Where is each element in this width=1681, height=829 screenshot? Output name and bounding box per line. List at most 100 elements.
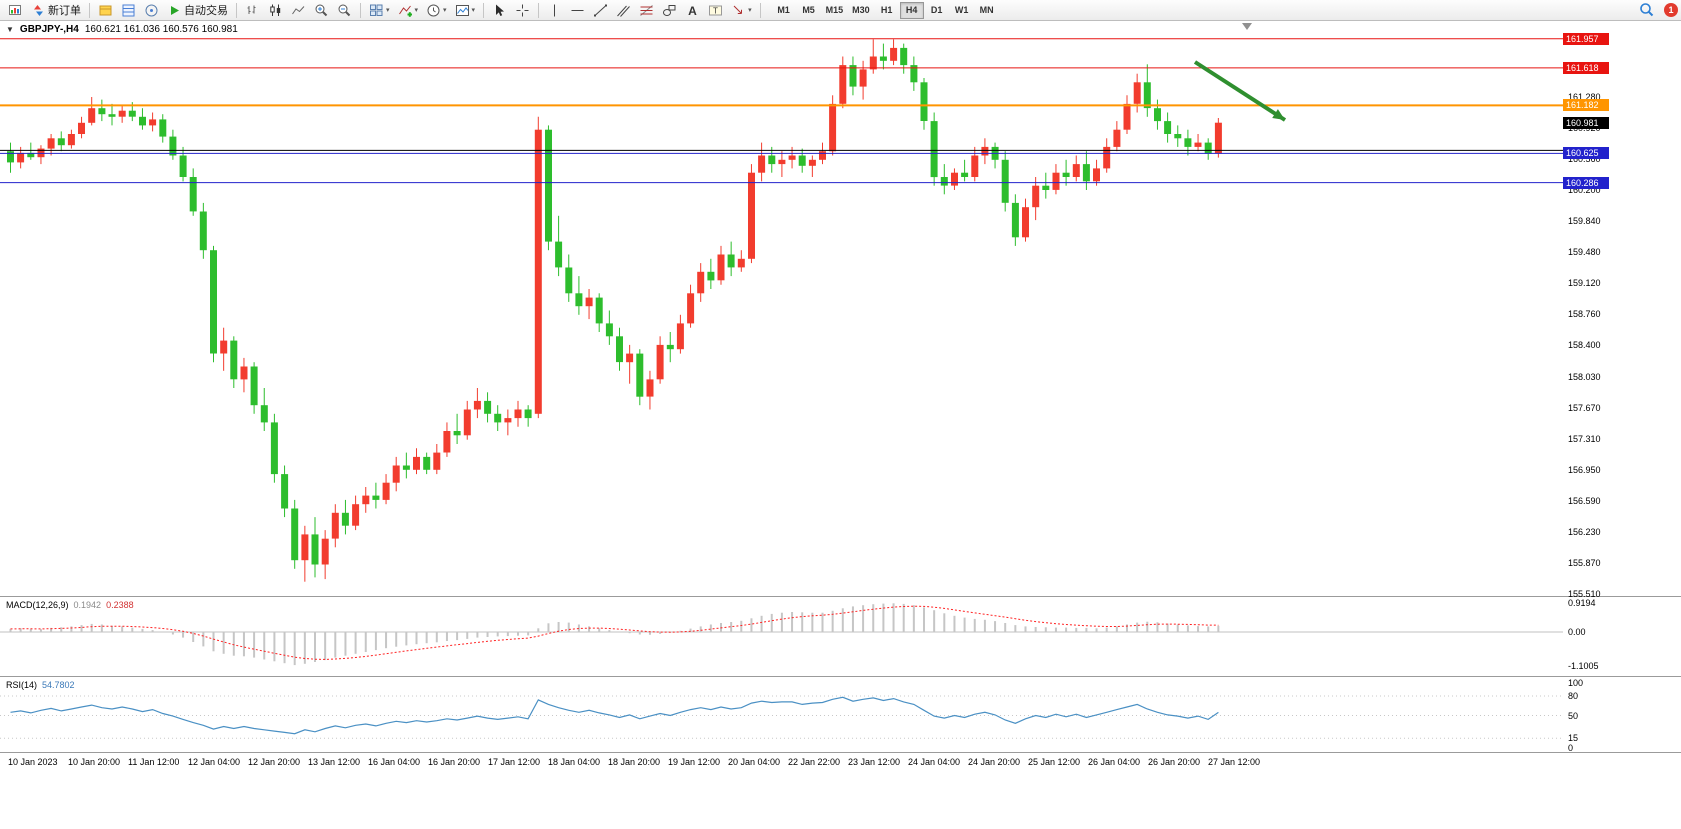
time-axis-label: 24 Jan 20:00	[968, 757, 1021, 767]
shapes-tool-button[interactable]	[659, 1, 680, 19]
candle-body	[1082, 164, 1090, 182]
candle-body	[1072, 164, 1080, 177]
timeframe-button-m30[interactable]: M30	[848, 2, 874, 19]
trend-arrow-annotation[interactable]	[1193, 60, 1287, 122]
candle-body	[281, 474, 289, 509]
timeframe-button-mn[interactable]: MN	[975, 2, 999, 19]
candle-body	[1042, 185, 1050, 190]
line-chart-mode-button[interactable]	[288, 1, 309, 19]
crosshair-button[interactable]	[512, 1, 533, 19]
timeframe-button-m1[interactable]: M1	[772, 2, 796, 19]
history-center-button[interactable]	[95, 1, 116, 19]
candle-body	[676, 323, 684, 350]
one-click-trading-arrow-icon[interactable]: ▼	[6, 25, 14, 34]
macd-name: MACD(12,26,9)	[6, 600, 69, 610]
market-watch-button[interactable]	[118, 1, 139, 19]
timeframe-button-m15[interactable]: M15	[822, 2, 848, 19]
templates-button[interactable]: ▾	[452, 1, 479, 19]
price-badge: 161.618	[1563, 62, 1609, 74]
candle-body	[311, 534, 319, 565]
candle-body	[291, 508, 299, 561]
horizontal-line-tool-button[interactable]	[567, 1, 588, 19]
panel-separator[interactable]	[0, 596, 1681, 597]
periods-clock-icon	[427, 4, 440, 16]
new-order-button[interactable]: 新订单	[28, 1, 84, 19]
dropdown-caret-icon: ▾	[471, 6, 476, 14]
candle-body	[1011, 202, 1019, 238]
candle-body	[514, 409, 522, 419]
text-label-tool-button[interactable]: T	[705, 1, 726, 19]
time-axis-label: 12 Jan 04:00	[188, 757, 241, 767]
candle-body	[545, 129, 552, 242]
timeframe-button-h4[interactable]: H4	[899, 1, 924, 19]
navigator-button[interactable]	[141, 1, 162, 19]
price-axis-label: 156.950	[1568, 465, 1601, 475]
candle-body	[341, 512, 349, 526]
candle-body	[413, 456, 420, 470]
panel-separator[interactable]	[0, 676, 1681, 677]
timeframe-button-h1[interactable]: H1	[875, 2, 899, 19]
indicators-button[interactable]: ▾	[395, 1, 422, 19]
trendline-tool-button[interactable]	[590, 1, 611, 19]
chart-ohlc-values: 160.621 161.036 160.576 160.981	[84, 24, 238, 35]
candle-body	[392, 465, 400, 483]
fibonacci-tool-button[interactable]	[636, 1, 657, 19]
price-chart-canvas[interactable]	[0, 20, 1563, 596]
candle-body	[595, 297, 603, 324]
new-chart-icon	[9, 4, 21, 15]
vertical-line-tool-button[interactable]	[544, 1, 565, 19]
price-axis-label: 158.030	[1568, 372, 1601, 382]
search-button[interactable]	[1636, 1, 1658, 19]
notification-badge[interactable]: 1	[1664, 3, 1678, 17]
rsi-panel-canvas[interactable]	[0, 677, 1563, 752]
candle-body	[859, 69, 867, 87]
trendline-icon	[594, 4, 608, 16]
cursor-button[interactable]	[489, 1, 510, 19]
rsi-name: RSI(14)	[6, 680, 38, 690]
price-axis-label: 159.840	[1568, 216, 1601, 226]
toolbar-separator	[236, 2, 237, 18]
text-tool-button[interactable]: A	[682, 1, 703, 19]
arrows-tool-button[interactable]: ▾	[728, 1, 755, 19]
candle-body	[1052, 172, 1060, 190]
candle-body	[7, 151, 14, 163]
candle-body	[616, 336, 623, 363]
cursor-icon	[496, 4, 505, 16]
candlestick-mode-button[interactable]	[265, 1, 286, 19]
rsi-axis-label: 50	[1568, 711, 1579, 721]
chart-shift-marker[interactable]	[1242, 23, 1252, 30]
new-chart-button[interactable]	[3, 1, 26, 19]
equidistant-channel-tool-button[interactable]	[613, 1, 634, 19]
chart-window[interactable]: ▼ GBPJPY-,H4 160.621 161.036 160.576 160…	[0, 20, 1681, 829]
macd-axis-label: 0.9194	[1568, 598, 1596, 608]
toolbar-separator	[360, 2, 361, 18]
autotrading-button[interactable]: 自动交易	[164, 1, 231, 19]
periods-button[interactable]: ▾	[423, 1, 450, 19]
timeframe-button-w1[interactable]: W1	[950, 2, 974, 19]
candle-body	[534, 129, 542, 414]
candle-body	[605, 323, 613, 337]
price-axis[interactable]: 161.280160.920160.560160.200159.840159.4…	[1563, 20, 1681, 772]
candle-body	[575, 293, 583, 307]
timeframe-button-d1[interactable]: D1	[925, 2, 949, 19]
zoom-out-button[interactable]	[334, 1, 355, 19]
macd-panel-canvas[interactable]	[0, 597, 1563, 676]
candle-body	[1204, 142, 1212, 154]
time-axis-label: 22 Jan 22:00	[788, 757, 841, 767]
svg-text:T: T	[713, 6, 718, 15]
candle-body	[443, 431, 451, 453]
candle-body	[67, 134, 75, 146]
time-axis[interactable]: 10 Jan 2023 10 Jan 20:00 11 Jan 12:00 12 Ja…	[0, 752, 1563, 774]
vertical-line-icon	[554, 4, 556, 16]
candle-body	[473, 400, 481, 410]
tile-windows-button[interactable]: ▾	[366, 1, 393, 19]
timeframe-button-m5[interactable]: M5	[797, 2, 821, 19]
dropdown-caret-icon: ▾	[386, 6, 390, 14]
toolbar-separator	[538, 2, 540, 18]
bar-chart-mode-button[interactable]	[242, 1, 263, 19]
price-axis-label: 160.560	[1568, 154, 1601, 164]
dropdown-caret-icon: ▾	[443, 6, 447, 14]
candle-body	[220, 340, 228, 354]
time-axis-label: 10 Jan 2023	[8, 757, 58, 767]
zoom-in-button[interactable]	[311, 1, 332, 19]
